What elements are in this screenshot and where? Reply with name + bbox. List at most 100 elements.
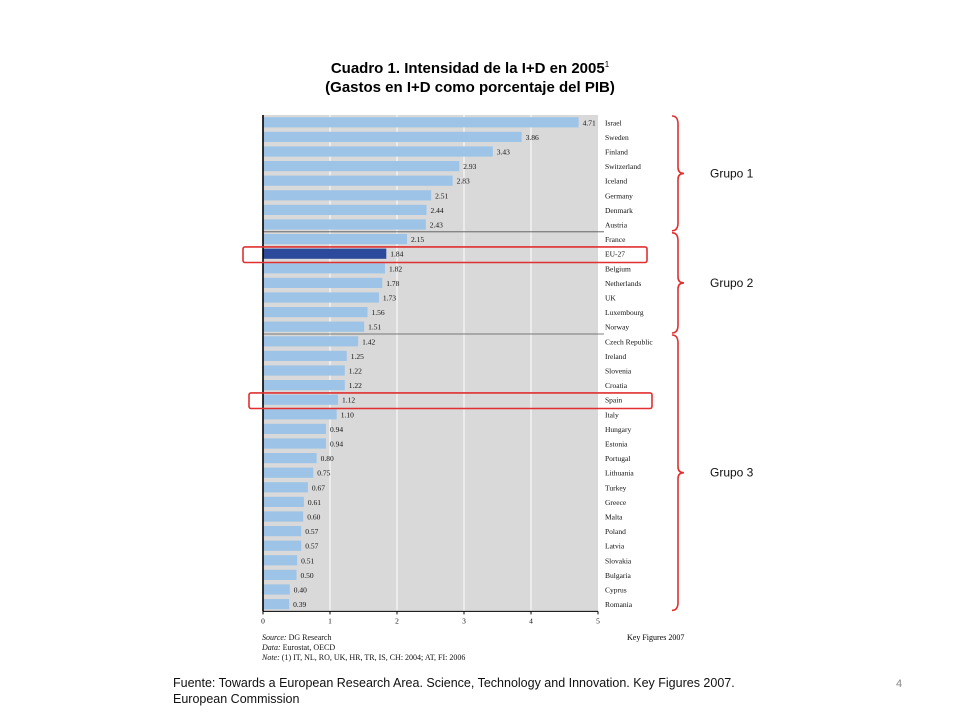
category-label: Latvia: [605, 542, 625, 551]
value-label: 0.94: [330, 425, 343, 434]
source-label: Source:: [262, 633, 287, 642]
group-brace: [671, 232, 685, 334]
bar-eu-27: [263, 248, 387, 259]
bar-latvia: [263, 540, 302, 551]
category-label: Switzerland: [605, 162, 641, 171]
bar-ireland: [263, 350, 347, 361]
source-text: DG Research: [288, 633, 332, 642]
bar-switzerland: [263, 161, 460, 172]
category-label: Sweden: [605, 133, 629, 142]
value-label: 2.44: [430, 206, 443, 215]
value-label: 4.71: [583, 118, 596, 127]
value-label: 2.51: [435, 191, 448, 200]
x-tick-label: 4: [529, 616, 533, 625]
category-label: Czech Republic: [605, 337, 653, 346]
bar-norway: [263, 321, 365, 332]
bar-finland: [263, 146, 493, 157]
value-label: 1.56: [372, 308, 385, 317]
bar-cyprus: [263, 584, 290, 595]
value-label: 0.60: [307, 513, 320, 522]
category-label: Iceland: [605, 177, 627, 186]
title-footnote-mark: 1: [604, 60, 610, 69]
highlight-box-spain: [248, 392, 653, 410]
bar-slovakia: [263, 555, 298, 566]
bar-bulgaria: [263, 569, 297, 580]
value-label: 1.51: [368, 323, 381, 332]
value-label: 0.80: [321, 454, 334, 463]
bar-france: [263, 234, 408, 245]
bar-netherlands: [263, 277, 383, 288]
category-label: France: [605, 235, 626, 244]
category-label: Austria: [605, 221, 628, 230]
value-label: 0.57: [305, 527, 318, 536]
category-label: Finland: [605, 148, 628, 157]
category-label: Bulgaria: [605, 571, 631, 580]
bar-luxembourg: [263, 307, 368, 318]
data-label: Data:: [262, 643, 281, 652]
value-label: 1.25: [351, 352, 364, 361]
group-label: Grupo 2: [710, 276, 754, 290]
category-label: Romania: [605, 600, 633, 609]
value-label: 2.93: [463, 162, 476, 171]
category-label: Netherlands: [605, 279, 641, 288]
chart-subtitle: (Gastos en I+D como porcentaje del PIB): [325, 79, 615, 96]
chart-title-text: Cuadro 1. Intensidad de la I+D en 2005: [330, 60, 605, 77]
value-label: 1.10: [341, 410, 354, 419]
chart-title: Cuadro 1. Intensidad de la I+D en 20051: [250, 60, 690, 77]
source-footer: Fuente: Towards a European Research Area…: [173, 675, 735, 707]
value-label: 3.43: [497, 148, 510, 157]
value-label: 0.57: [305, 542, 318, 551]
bar-italy: [263, 409, 337, 420]
value-label: 1.42: [362, 337, 375, 346]
category-label: Germany: [605, 191, 633, 200]
category-label: Luxembourg: [605, 308, 644, 317]
value-label: 1.78: [386, 279, 399, 288]
category-label: Greece: [605, 498, 627, 507]
category-label: Slovenia: [605, 367, 632, 376]
value-label: 1.84: [390, 250, 403, 259]
value-label: 2.15: [411, 235, 424, 244]
category-label: Lithuania: [605, 469, 634, 478]
value-label: 0.50: [301, 571, 314, 580]
value-label: 1.82: [389, 264, 402, 273]
bar-iceland: [263, 175, 453, 186]
value-label: 0.94: [330, 440, 343, 449]
value-label: 1.73: [383, 294, 396, 303]
chart-notes: Source: DG Research Data: Eurostat, OECD…: [262, 633, 465, 663]
value-label: 2.83: [457, 177, 470, 186]
category-label: Denmark: [605, 206, 633, 215]
bar-denmark: [263, 204, 427, 215]
bar-germany: [263, 190, 432, 201]
category-label: Belgium: [605, 264, 631, 273]
value-label: 1.22: [349, 381, 362, 390]
x-tick-label: 5: [596, 616, 600, 625]
footer-line-1: Fuente: Towards a European Research Area…: [173, 676, 735, 690]
category-label: Portugal: [605, 454, 630, 463]
category-label: Hungary: [605, 425, 631, 434]
group-brace: [671, 115, 685, 232]
footer-line-2: European Commission: [173, 692, 300, 706]
note-text: (1) IT, NL, RO, UK, HR, TR, IS, CH: 2004…: [281, 653, 466, 662]
bar-malta: [263, 511, 304, 522]
value-label: 3.86: [526, 133, 539, 142]
bar-czech-republic: [263, 336, 359, 347]
bar-israel: [263, 117, 579, 128]
category-label: Malta: [605, 513, 623, 522]
group-label: Grupo 3: [710, 466, 754, 480]
value-label: 0.39: [293, 600, 306, 609]
bar-spain: [263, 394, 339, 405]
page-number: 4: [896, 678, 903, 690]
value-label: 0.51: [301, 556, 314, 565]
value-label: 0.75: [317, 469, 330, 478]
bar-hungary: [263, 423, 326, 434]
category-label: Ireland: [605, 352, 626, 361]
category-label: EU-27: [605, 250, 625, 259]
bar-greece: [263, 496, 304, 507]
category-label: Israel: [605, 118, 622, 127]
bar-portugal: [263, 453, 317, 464]
data-text: Eurostat, OECD: [282, 643, 336, 652]
plot-background: [263, 115, 598, 612]
bar-lithuania: [263, 467, 314, 478]
x-tick-label: 3: [462, 616, 466, 625]
